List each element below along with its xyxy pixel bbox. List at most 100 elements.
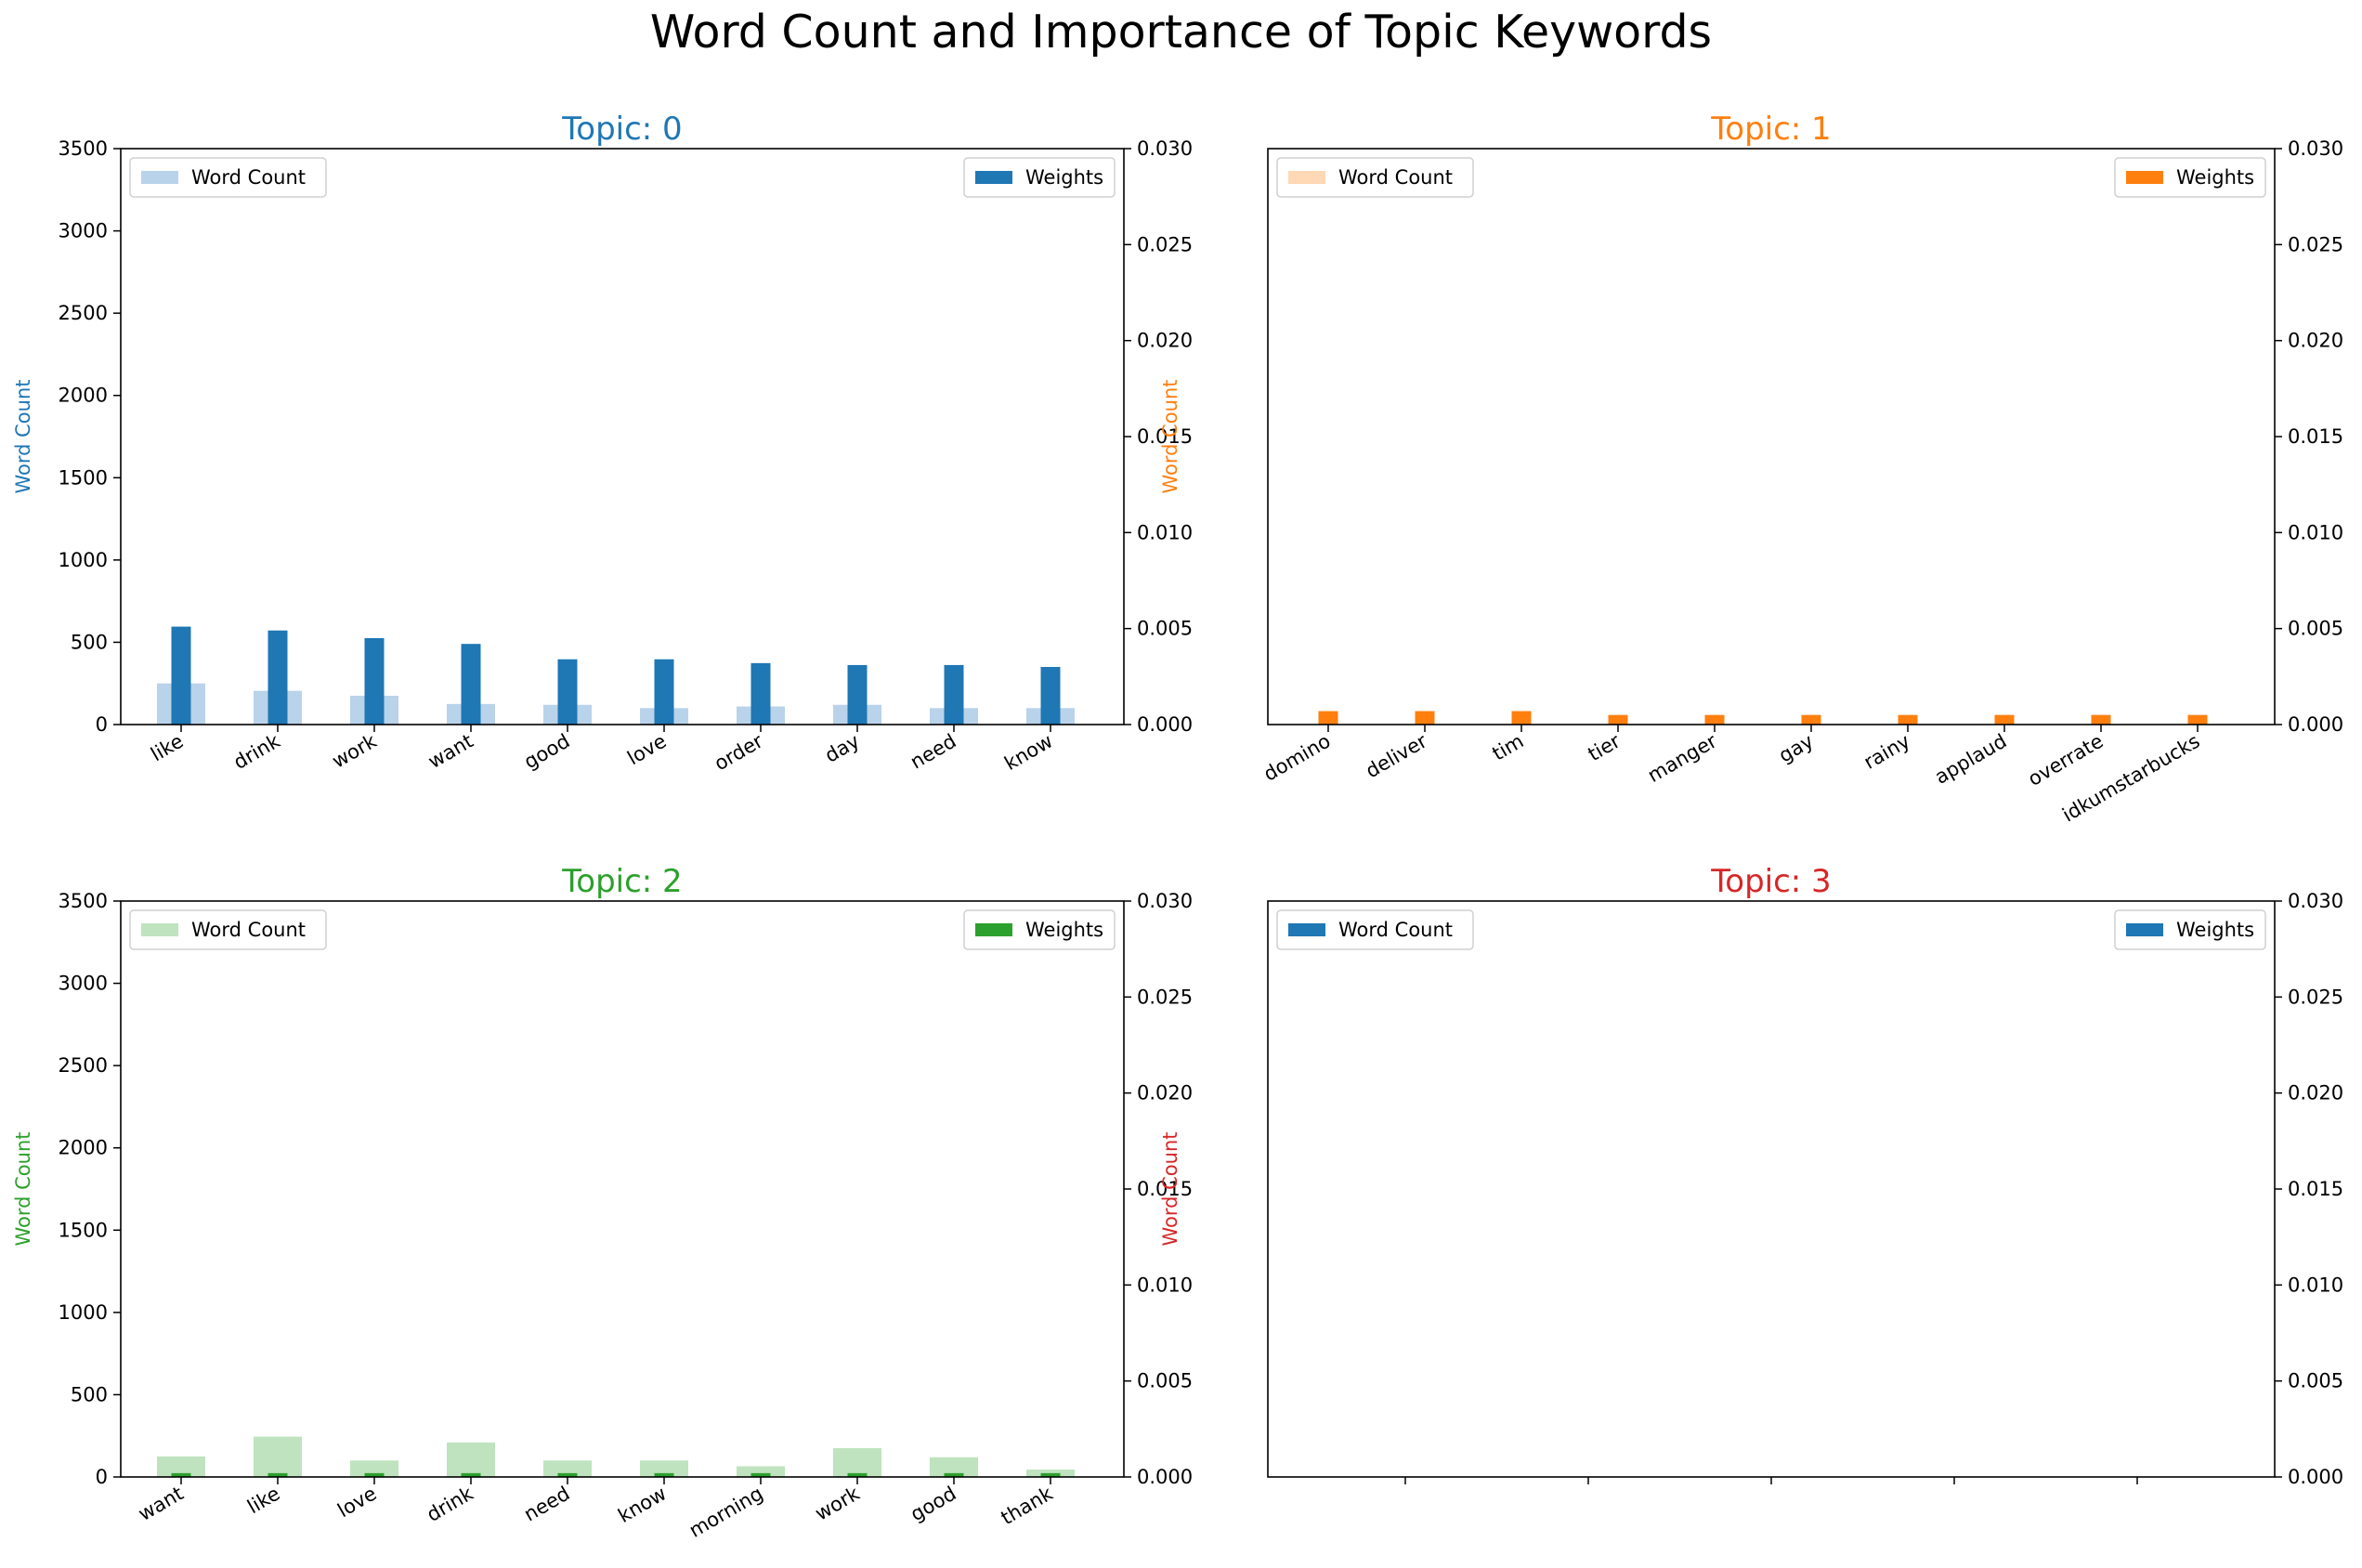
weight-bar <box>1318 711 1338 725</box>
word-count-bar <box>157 1456 205 1477</box>
legend-box <box>129 157 327 198</box>
legend-swatch <box>1288 923 1325 936</box>
y-tick-label: 3000 <box>59 973 108 995</box>
legend-word-count: Word Count <box>1276 909 1474 950</box>
y-tick-label: 1500 <box>59 466 108 489</box>
subplot-topic-1: Topic: 1 Word Count 0.000 0.005 0.010 0.015 0.… <box>1159 111 2343 827</box>
y-tick-label: 3500 <box>59 890 108 912</box>
x-tick-label: day <box>821 730 863 767</box>
y-tick-label: 2500 <box>59 1054 108 1077</box>
x-tick-label: drink <box>229 729 284 774</box>
word-count-bar <box>833 1448 881 1477</box>
weight-bar <box>944 1472 964 1477</box>
y-tick-label: 1000 <box>59 549 108 571</box>
x-tick-label: want <box>135 1483 188 1526</box>
x-tick-label: love <box>623 730 670 770</box>
x-tick-label: like <box>243 1483 283 1519</box>
legend-weights: Weights <box>2114 157 2266 198</box>
y2-tick-label: 0.000 <box>1137 1466 1193 1488</box>
y2-tick-label: 0.030 <box>2288 137 2343 160</box>
word-count-bar <box>737 1466 785 1477</box>
word-count-bar <box>350 1460 398 1477</box>
legend-label: Word Count <box>191 919 306 941</box>
y-tick-label: 500 <box>71 1383 108 1405</box>
legend-label: Word Count <box>1338 919 1453 941</box>
y-tick-label: 0 <box>96 1466 108 1488</box>
subplot-title: Topic: 3 <box>1710 863 1831 900</box>
legend-label: Weights <box>2176 166 2254 189</box>
weight-bar <box>1994 714 2015 725</box>
x-tick-label: need <box>520 1483 573 1526</box>
y-tick-label: 2000 <box>59 385 108 407</box>
weight-bar <box>171 626 191 725</box>
axes-frame <box>1267 900 2276 1478</box>
weight-bar <box>557 1472 578 1477</box>
x-tick-label: order <box>711 729 767 775</box>
x-tick-label: overrate <box>2024 730 2107 791</box>
x-tick-label: like <box>147 730 187 766</box>
word-count-bar <box>447 1442 495 1477</box>
y2-tick-label: 0.005 <box>1137 618 1193 640</box>
y2-tick-label: 0.030 <box>1137 137 1193 160</box>
subplot-topic-3: Topic: 3 Word Count 0.000 0.005 0.010 0.015 0.… <box>1159 863 2343 1488</box>
word-count-bar <box>640 1460 688 1477</box>
x-tick-label: need <box>907 730 959 774</box>
legend-box <box>2114 157 2266 198</box>
y2-tick-label: 0.025 <box>2288 233 2343 255</box>
x-tick-label: good <box>520 730 573 774</box>
weight-bar <box>364 638 385 725</box>
y2-tick-label: 0.005 <box>2288 1370 2343 1392</box>
y2-tick-label: 0.020 <box>2288 330 2343 352</box>
weight-bar <box>1704 714 1725 725</box>
y-tick-label: 3500 <box>59 137 108 160</box>
x-tick-label: good <box>907 1483 959 1526</box>
legend-word-count: Word Count <box>129 909 327 950</box>
x-tick-label: manger <box>1644 729 1721 787</box>
y2-tick-label: 0.030 <box>1137 890 1193 912</box>
y2-tick-label: 0.020 <box>2288 1082 2343 1104</box>
x-tick-label: domino <box>1259 730 1334 786</box>
weight-bar <box>1898 714 1918 725</box>
x-tick-label: gay <box>1775 730 1817 767</box>
y2-tick-label: 0.025 <box>1137 233 1193 255</box>
weight-bar <box>2091 714 2111 725</box>
y2-tick-label: 0.015 <box>2288 425 2343 448</box>
y2-tick-label: 0.025 <box>2288 986 2343 1008</box>
legend-box <box>129 909 327 950</box>
weight-bar <box>654 659 674 725</box>
weight-bar <box>944 664 964 725</box>
legend-swatch <box>141 171 178 184</box>
y2-tick-label: 0.030 <box>2288 890 2343 912</box>
y-axis-label: Word Count <box>12 1131 34 1246</box>
legend-weights: Weights <box>963 157 1116 198</box>
y2-tick-label: 0.010 <box>1137 1274 1193 1296</box>
weight-bar <box>750 1472 771 1477</box>
x-tick-label: deliver <box>1362 729 1431 782</box>
x-tick-label: tier <box>1585 729 1625 765</box>
y2-tick-label: 0.000 <box>2288 1466 2343 1488</box>
y-tick-label: 2500 <box>59 302 108 324</box>
x-tick-label: work <box>811 1482 864 1525</box>
y2-tick-label: 0.005 <box>2288 618 2343 640</box>
weight-bar <box>847 1472 868 1477</box>
x-tick-label: applaud <box>1931 730 2011 789</box>
weight-bar <box>461 644 481 725</box>
legend-weights: Weights <box>963 909 1116 950</box>
y2-tick-label: 0.010 <box>2288 1274 2343 1296</box>
legend-swatch <box>975 923 1012 936</box>
weight-bar <box>1040 667 1061 725</box>
y-tick-label: 1500 <box>59 1219 108 1241</box>
subplot-title: Topic: 0 <box>561 111 682 148</box>
y2-tick-label: 0.010 <box>1137 521 1193 543</box>
x-tick-label: tim <box>1489 730 1528 765</box>
weight-bar <box>1801 714 1821 725</box>
subplot-title: Topic: 1 <box>1710 111 1831 148</box>
axes-frame <box>120 900 1125 1478</box>
word-count-bar <box>543 1460 592 1477</box>
legend-weights: Weights <box>2114 909 2266 950</box>
weight-bar <box>847 664 868 725</box>
y2-tick-label: 0.015 <box>1137 425 1193 448</box>
axes-frame <box>1267 148 2276 725</box>
